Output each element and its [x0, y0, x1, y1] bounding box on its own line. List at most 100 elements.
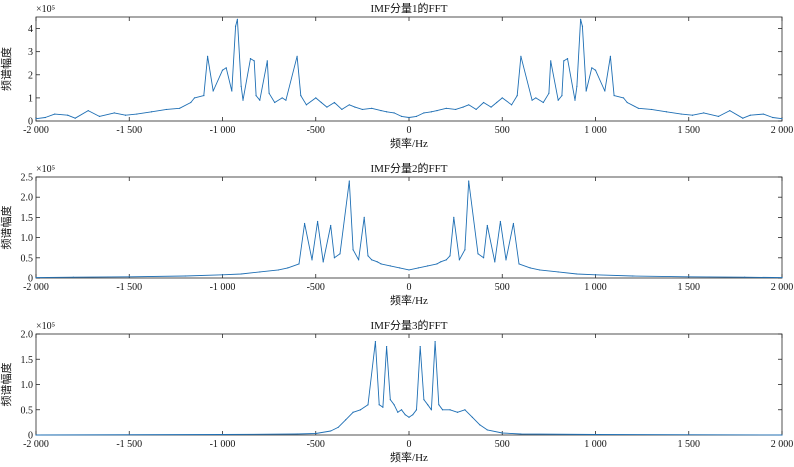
x-tick-label: -1 500 — [116, 439, 142, 450]
data-point — [464, 249, 466, 251]
data-point — [35, 434, 37, 436]
data-point — [348, 104, 350, 106]
x-tick-label: -500 — [307, 439, 325, 450]
data-point — [320, 101, 322, 104]
x-tick-label: 2 000 — [771, 439, 794, 450]
data-point — [436, 110, 438, 112]
data-point — [315, 97, 317, 99]
data-point — [404, 414, 406, 416]
data-point — [339, 253, 341, 255]
x-tick-label: 500 — [495, 439, 510, 450]
data-point — [74, 117, 76, 119]
data-point — [274, 101, 276, 104]
data-point — [458, 259, 460, 261]
data-point — [483, 101, 485, 104]
x-tick-label: 1 500 — [678, 439, 701, 450]
series-line — [35, 341, 783, 436]
x-tick-label: -500 — [307, 282, 325, 293]
y-tick-label: 1.0 — [21, 380, 34, 391]
data-point — [298, 263, 300, 265]
data-point — [496, 101, 498, 104]
data-point — [378, 404, 380, 406]
y-axis-label: 频谱幅度 — [0, 206, 13, 250]
data-point — [441, 409, 444, 411]
series-1 — [35, 340, 783, 436]
data-point — [400, 115, 403, 117]
data-point — [300, 94, 302, 97]
data-point — [236, 18, 239, 20]
data-point — [594, 433, 597, 436]
data-point — [585, 90, 587, 92]
data-point — [576, 273, 578, 275]
data-point — [436, 263, 438, 265]
data-point — [438, 404, 440, 406]
data-point — [561, 94, 563, 97]
data-point — [557, 271, 559, 273]
data-point — [468, 180, 470, 182]
plot-area-frame — [35, 16, 783, 122]
data-point — [296, 433, 298, 435]
x-tick-label: 0 — [407, 439, 412, 450]
data-point — [341, 108, 343, 111]
data-point — [477, 253, 479, 255]
data-point — [499, 220, 501, 223]
data-point — [581, 25, 584, 27]
data-point — [397, 411, 399, 413]
data-point — [363, 216, 365, 218]
data-point — [337, 426, 339, 429]
y-axis-label: 频谱幅度 — [0, 47, 13, 91]
data-point — [354, 106, 356, 108]
data-point — [259, 99, 261, 101]
data-point — [453, 216, 455, 218]
data-point — [703, 112, 705, 114]
data-point — [352, 249, 354, 251]
data-point — [221, 274, 224, 276]
x-tick-label: -2 000 — [23, 439, 49, 450]
x-tick-label: 2 000 — [771, 282, 794, 293]
data-point — [408, 269, 410, 271]
data-point — [430, 111, 432, 113]
x-tick-label: 500 — [495, 125, 510, 136]
series-line — [35, 18, 783, 120]
data-point — [550, 60, 552, 62]
data-point — [212, 90, 214, 92]
data-point — [456, 411, 459, 413]
series-1 — [35, 180, 783, 279]
data-point — [35, 276, 37, 279]
data-point — [259, 271, 261, 273]
data-point — [240, 273, 242, 275]
data-point — [203, 94, 205, 97]
x-tick-label: -1 000 — [210, 282, 236, 293]
data-point — [688, 276, 690, 278]
data-point — [333, 257, 335, 259]
data-point — [486, 224, 488, 227]
y-tick-label: 1.5 — [21, 355, 34, 366]
data-point — [512, 222, 515, 225]
data-point — [762, 113, 764, 115]
data-point — [285, 99, 287, 101]
data-point — [305, 104, 308, 106]
data-point — [563, 60, 565, 62]
data-point — [72, 276, 74, 278]
y-tick-label: 1 — [28, 93, 33, 104]
data-point — [591, 67, 593, 69]
data-point — [445, 259, 447, 261]
chart-title: IMF分量3的FFT — [370, 318, 447, 332]
x-tick-label: -1 000 — [210, 439, 236, 450]
data-point — [231, 90, 233, 92]
data-point — [408, 116, 410, 119]
data-point — [190, 101, 192, 104]
data-point — [87, 110, 89, 112]
data-point — [626, 101, 628, 104]
data-point — [386, 111, 388, 113]
data-point — [374, 340, 377, 343]
x-tick-label: -500 — [307, 125, 325, 136]
data-point — [412, 414, 414, 416]
data-point — [475, 108, 477, 111]
data-point — [427, 404, 429, 406]
data-point — [594, 274, 597, 276]
x-tick-label: -2 000 — [23, 125, 49, 136]
data-point — [44, 116, 46, 119]
data-point — [516, 94, 518, 97]
data-point — [253, 60, 255, 62]
